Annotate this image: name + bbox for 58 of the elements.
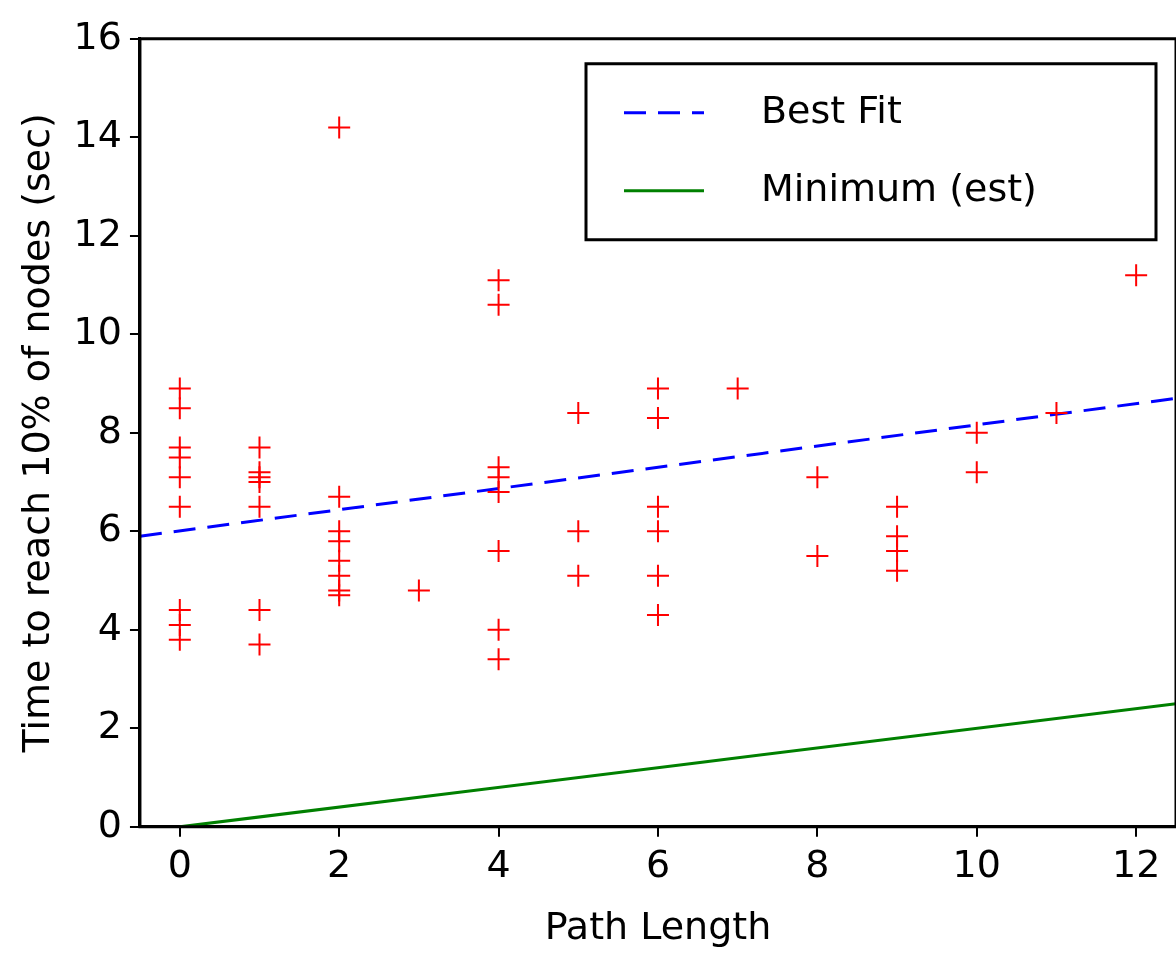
y-tick-label: 6 xyxy=(97,506,122,551)
point xyxy=(805,465,830,490)
point xyxy=(247,632,272,657)
x-tick-label: 2 xyxy=(327,842,352,887)
point xyxy=(486,539,511,563)
point xyxy=(486,617,511,642)
point xyxy=(645,519,670,544)
y-tick-label: 8 xyxy=(97,407,122,452)
legend-label: Best Fit xyxy=(761,87,902,132)
x-tick-label: 0 xyxy=(167,842,192,887)
point xyxy=(247,494,272,519)
point xyxy=(805,543,830,568)
x-tick-label: 8 xyxy=(805,842,830,887)
y-tick-label: 4 xyxy=(97,604,122,649)
x-tick-label: 12 xyxy=(1111,842,1161,887)
point xyxy=(645,563,670,588)
point xyxy=(725,376,750,401)
point xyxy=(885,558,910,583)
x-axis-title: Path Length xyxy=(544,904,772,949)
point xyxy=(645,494,670,519)
y-tick-label: 0 xyxy=(97,801,122,846)
y-tick-label: 10 xyxy=(73,309,122,354)
point xyxy=(327,484,352,509)
point xyxy=(486,647,511,672)
point xyxy=(486,479,511,504)
point xyxy=(247,470,272,495)
y-tick-label: 12 xyxy=(73,210,122,255)
point xyxy=(167,396,192,421)
y-tick-label: 2 xyxy=(97,703,122,748)
point xyxy=(964,420,989,445)
point xyxy=(167,494,192,519)
point xyxy=(247,598,272,623)
x-tick-label: 10 xyxy=(952,842,1001,887)
point xyxy=(1124,263,1149,288)
point xyxy=(885,494,910,519)
point xyxy=(1044,401,1069,426)
point xyxy=(885,539,910,563)
y-axis-title: Time to reach 10% of nodes (sec) xyxy=(13,113,58,754)
x-tick-label: 6 xyxy=(645,842,671,887)
point xyxy=(645,406,670,431)
point xyxy=(406,578,431,603)
point xyxy=(167,465,192,490)
x-tick-label: 4 xyxy=(486,842,511,887)
point xyxy=(964,460,989,485)
point xyxy=(645,376,670,401)
y-tick-label: 16 xyxy=(73,13,122,58)
point xyxy=(327,583,352,608)
point xyxy=(566,519,591,544)
y-tick-label: 14 xyxy=(73,112,122,157)
point xyxy=(645,603,670,628)
point xyxy=(486,292,511,317)
point xyxy=(247,435,272,460)
legend-label: Minimum (est) xyxy=(761,165,1037,210)
point xyxy=(486,268,511,293)
point xyxy=(566,401,591,426)
point xyxy=(566,563,591,588)
point xyxy=(327,115,352,140)
point xyxy=(167,627,192,652)
